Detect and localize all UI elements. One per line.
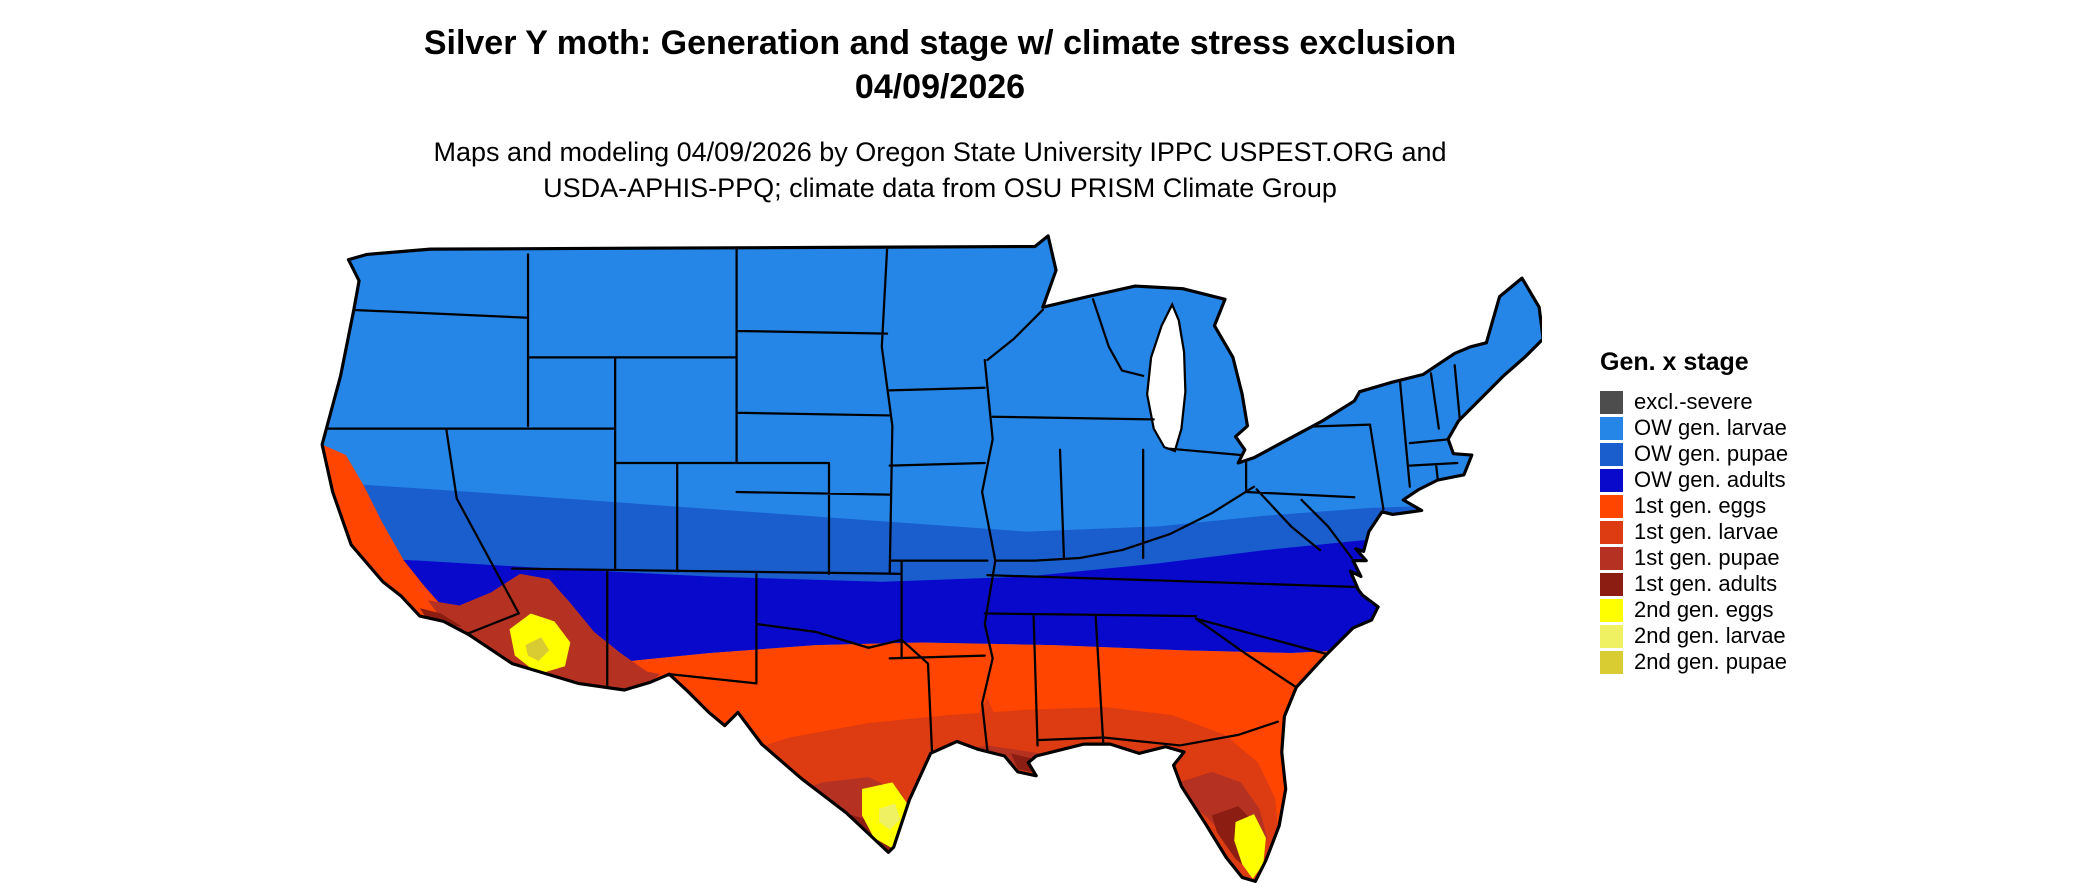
legend-item: 1st gen. larvae	[1600, 519, 1788, 545]
us-map-svg	[320, 234, 1542, 883]
legend-label-1st-larvae: 1st gen. larvae	[1634, 519, 1779, 544]
legend-item: OW gen. adults	[1600, 467, 1788, 493]
map-region-1st-adults-san-diego	[419, 608, 463, 627]
legend-swatch-ow-pupae	[1600, 442, 1623, 466]
map-subtitle-line2: USDA-APHIS-PPQ; climate data from OSU PR…	[543, 172, 1337, 203]
legend-item: 2nd gen. larvae	[1600, 623, 1788, 649]
map-subtitle-line1: Maps and modeling 04/09/2026 by Oregon S…	[433, 137, 1447, 168]
state-borders	[323, 247, 1462, 752]
legend-item: OW gen. pupae	[1600, 441, 1788, 467]
legend-swatch-excl-severe	[1600, 390, 1623, 414]
map-region-1st-eggs-california	[322, 444, 469, 631]
map-region-ow-pupae-band	[322, 481, 1542, 582]
map-region-2nd-larvae-texas	[879, 803, 901, 830]
legend-item: 1st gen. adults	[1600, 571, 1788, 597]
legend-swatch-1st-eggs	[1600, 494, 1623, 518]
legend-swatch-2nd-eggs	[1600, 598, 1623, 622]
legend-item: 2nd gen. eggs	[1600, 597, 1788, 623]
legend-title: Gen. x stage	[1600, 348, 1749, 376]
map-region-2nd-eggs-south-florida	[1234, 814, 1266, 879]
legend-item: 1st gen. eggs	[1600, 493, 1788, 519]
header: Silver Y moth: Generation and stage w/ c…	[0, 22, 1880, 206]
legend-label-1st-pupae: 1st gen. pupae	[1634, 545, 1780, 570]
legend-swatch-2nd-larvae	[1600, 624, 1623, 648]
legend-label-excl-severe: excl.-severe	[1634, 389, 1753, 414]
legend-item: 2nd gen. pupae	[1600, 649, 1788, 675]
map-region-ow-adults-band	[322, 534, 1542, 723]
us-map	[314, 228, 1542, 888]
legend-swatch-1st-adults	[1600, 572, 1623, 596]
legend-swatch-2nd-pupae	[1600, 650, 1623, 674]
map-title-date: 04/09/2026	[854, 67, 1026, 106]
legend-swatch-ow-larvae	[1600, 416, 1623, 440]
map-region-2nd-pupae-arizona	[525, 637, 550, 661]
legend: Gen. x stage excl.-severe OW gen. larvae…	[1600, 348, 1788, 675]
legend-label-2nd-larvae: 2nd gen. larvae	[1634, 623, 1786, 648]
legend-label-1st-eggs: 1st gen. eggs	[1634, 493, 1767, 518]
legend-label-2nd-eggs: 2nd gen. eggs	[1634, 597, 1774, 622]
legend-swatch-1st-larvae	[1600, 520, 1623, 544]
legend-item: OW gen. larvae	[1600, 415, 1788, 441]
legend-label-ow-pupae: OW gen. pupae	[1634, 441, 1789, 466]
legend-label-1st-adults: 1st gen. adults	[1634, 571, 1778, 596]
legend-swatch-ow-adults	[1600, 468, 1623, 492]
legend-label-2nd-pupae: 2nd gen. pupae	[1634, 649, 1787, 674]
legend-label-ow-larvae: OW gen. larvae	[1634, 415, 1787, 440]
us-outline	[320, 234, 1542, 883]
legend-item: excl.-severe	[1600, 389, 1788, 415]
map-title-line1: Silver Y moth: Generation and stage w/ c…	[423, 24, 1457, 62]
legend-swatch-1st-pupae	[1600, 546, 1623, 570]
legend-item: 1st gen. pupae	[1600, 545, 1788, 571]
map-fill-layers	[322, 235, 1542, 882]
legend-label-ow-adults: OW gen. adults	[1634, 467, 1786, 492]
